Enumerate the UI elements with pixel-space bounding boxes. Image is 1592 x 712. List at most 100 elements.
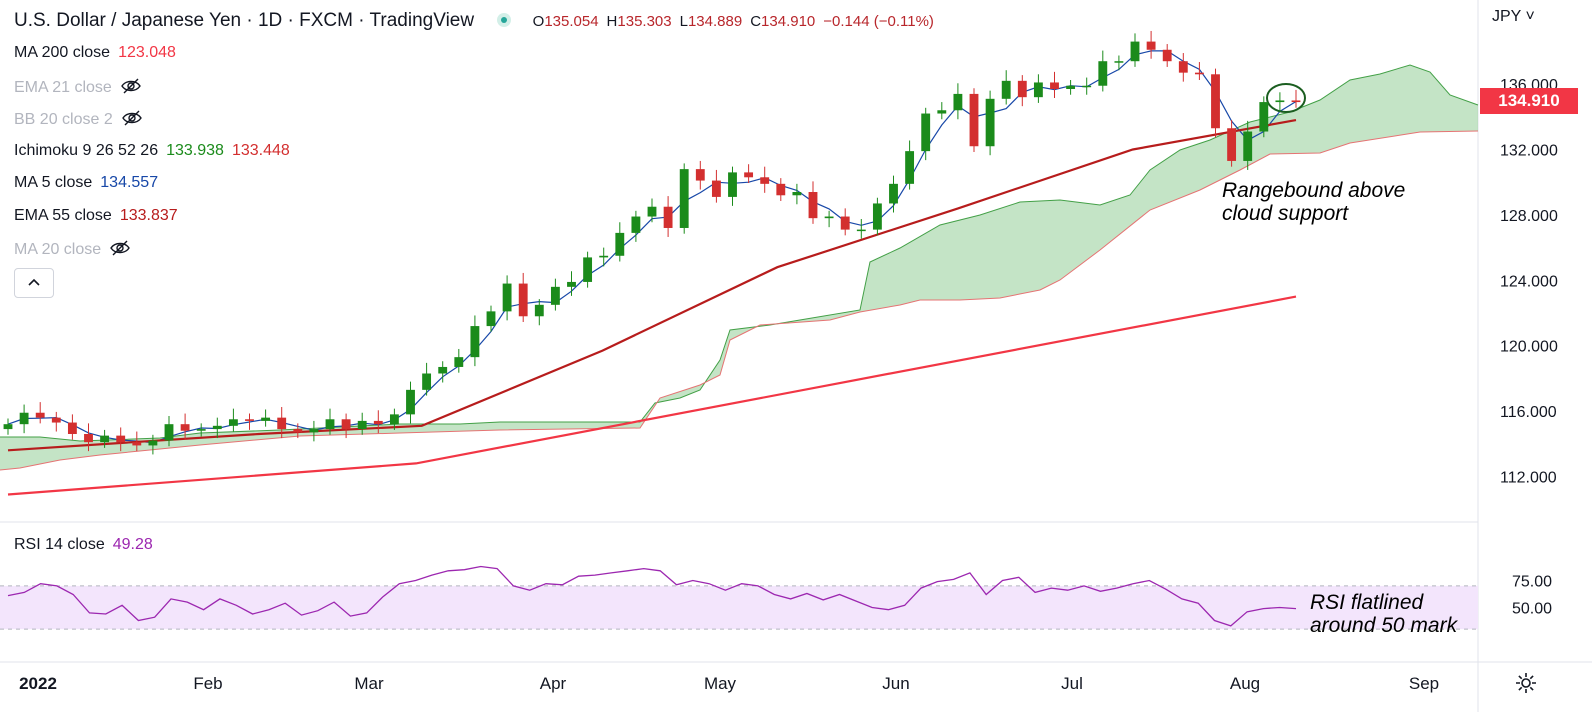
candle bbox=[663, 206, 673, 228]
candle bbox=[1130, 41, 1140, 62]
candle bbox=[1227, 128, 1237, 161]
ohlc-value: 135.054 bbox=[544, 13, 599, 30]
rsi-name[interactable]: RSI 14 close bbox=[14, 536, 105, 553]
candle bbox=[100, 435, 110, 443]
candle bbox=[228, 419, 238, 426]
candle bbox=[51, 417, 61, 423]
ohlc-label: L bbox=[679, 13, 688, 30]
candle bbox=[937, 110, 947, 114]
rsi-tick-label: 50.00 bbox=[1512, 601, 1552, 618]
indicator-name[interactable]: MA 5 close bbox=[14, 174, 93, 191]
legend-row[interactable]: MA 20 close bbox=[14, 239, 131, 262]
candle bbox=[985, 98, 995, 147]
candle bbox=[1082, 85, 1092, 88]
candle bbox=[341, 419, 351, 430]
candle bbox=[35, 412, 45, 418]
candle bbox=[1275, 100, 1285, 103]
candle bbox=[389, 414, 399, 425]
candle bbox=[293, 429, 303, 433]
senkou-span-b-line bbox=[0, 130, 1479, 471]
candle bbox=[969, 93, 979, 147]
candle bbox=[1066, 85, 1076, 90]
candle bbox=[1291, 100, 1301, 103]
candle bbox=[325, 419, 335, 430]
candle bbox=[422, 373, 432, 390]
candle bbox=[631, 216, 641, 233]
time-axis-label: 2022 bbox=[19, 674, 57, 693]
annotation-rangebound-text: Rangebound above cloud support bbox=[1222, 179, 1406, 225]
time-axis-label: Feb bbox=[193, 674, 222, 693]
candle bbox=[760, 177, 770, 184]
indicator-name[interactable]: EMA 55 close bbox=[14, 206, 112, 224]
time-axis-label: Apr bbox=[540, 674, 567, 693]
candle bbox=[1050, 82, 1059, 90]
candle bbox=[728, 172, 737, 197]
symbol-title[interactable]: U.S. Dollar / Japanese Yen · 1D · FXCM ·… bbox=[14, 10, 475, 31]
candle bbox=[148, 440, 158, 446]
candle bbox=[1243, 131, 1253, 161]
candle bbox=[567, 281, 576, 287]
time-axis-label: Sep bbox=[1409, 674, 1439, 693]
price-tick-label: 112.000 bbox=[1500, 470, 1557, 487]
legend-row[interactable]: MA 200 close 123.048 bbox=[14, 44, 184, 62]
candle bbox=[1194, 72, 1204, 75]
candle bbox=[309, 429, 319, 433]
collapse-legend-button[interactable] bbox=[14, 268, 54, 298]
candle bbox=[245, 419, 254, 421]
indicator-name[interactable]: Ichimoku 9 26 52 26 bbox=[14, 141, 159, 159]
candle bbox=[1162, 49, 1172, 62]
indicator-name[interactable]: BB 20 close 2 bbox=[14, 111, 113, 128]
legend-row[interactable]: EMA 55 close 133.837 bbox=[14, 207, 186, 225]
candle bbox=[856, 229, 866, 232]
hidden-eye-icon[interactable] bbox=[121, 109, 143, 132]
candle bbox=[116, 435, 126, 443]
chart-settings-button[interactable] bbox=[1514, 671, 1538, 700]
candle bbox=[1017, 80, 1027, 98]
indicator-name[interactable]: MA 20 close bbox=[14, 241, 102, 258]
time-axis-label: Jun bbox=[882, 674, 909, 693]
indicator-name[interactable]: EMA 21 close bbox=[14, 78, 112, 96]
candle bbox=[518, 283, 528, 317]
ohlc-value: −0.144 (−0.11%) bbox=[823, 13, 934, 30]
candle bbox=[1001, 80, 1011, 99]
candle bbox=[615, 232, 625, 256]
candle bbox=[1211, 74, 1220, 129]
rsi-legend: RSI 14 close 49.28 bbox=[14, 536, 153, 554]
indicator-name[interactable]: MA 200 close bbox=[14, 44, 111, 61]
annotation-rsi-flatlined[interactable]: RSI flatlined around 50 mark bbox=[1310, 591, 1457, 637]
candle bbox=[1178, 61, 1188, 73]
legend-row[interactable]: EMA 21 close bbox=[14, 77, 142, 100]
candle bbox=[647, 206, 657, 217]
ohlc-value: 134.889 bbox=[687, 13, 743, 30]
ma200-line bbox=[7, 295, 1297, 496]
hidden-eye-icon[interactable] bbox=[109, 239, 131, 262]
candle bbox=[180, 424, 190, 431]
candle bbox=[67, 422, 77, 434]
legend-row[interactable]: Ichimoku 9 26 52 26 133.938 133.448 bbox=[14, 142, 298, 160]
ema55-line bbox=[7, 119, 1297, 452]
legend-row[interactable]: MA 5 close 134.557 bbox=[14, 174, 166, 192]
candle bbox=[373, 420, 383, 425]
indicator-value: 133.837 bbox=[119, 206, 178, 224]
chart-header: U.S. Dollar / Japanese Yen · 1D · FXCM ·… bbox=[14, 10, 942, 32]
ohlc-label: H bbox=[606, 13, 618, 30]
annotation-rangebound[interactable]: Rangebound above cloud support bbox=[1222, 179, 1405, 225]
candle bbox=[19, 412, 29, 425]
candle bbox=[921, 113, 931, 152]
indicator-value: 133.448 bbox=[231, 141, 290, 159]
time-axis-label: May bbox=[704, 674, 737, 693]
currency-selector[interactable]: JPY ˅ bbox=[1492, 8, 1535, 25]
hidden-eye-icon[interactable] bbox=[120, 77, 142, 100]
candle bbox=[808, 192, 818, 219]
candle bbox=[406, 389, 415, 415]
ichimoku-cloud bbox=[0, 65, 1478, 470]
candle bbox=[438, 366, 448, 374]
candle bbox=[824, 216, 834, 219]
candle bbox=[277, 417, 287, 430]
legend-row[interactable]: BB 20 close 2 bbox=[14, 109, 143, 132]
candle bbox=[1114, 61, 1124, 63]
ohlc-label: C bbox=[750, 13, 762, 30]
candle bbox=[486, 311, 496, 327]
candle bbox=[872, 203, 882, 230]
